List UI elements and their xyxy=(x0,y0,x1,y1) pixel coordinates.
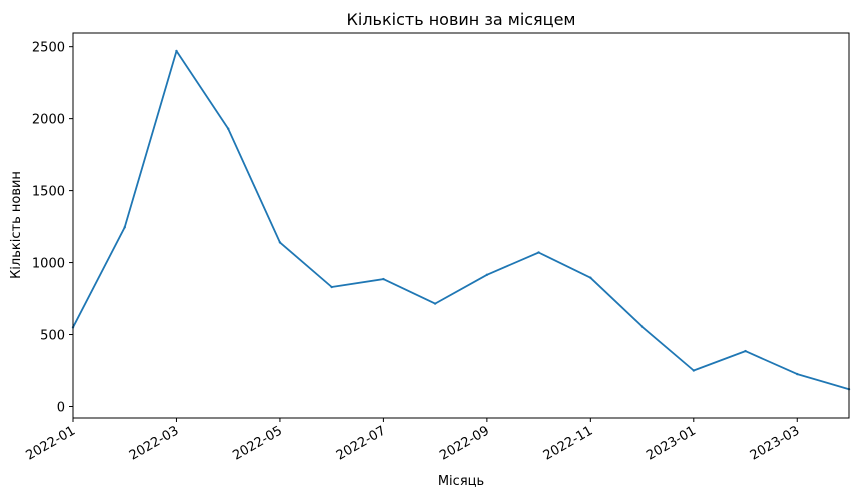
data-point xyxy=(330,285,333,289)
data-point xyxy=(692,369,695,372)
y-tick-label: 1000 xyxy=(32,257,65,272)
y-tick-label: 1500 xyxy=(32,185,65,200)
data-point xyxy=(537,251,540,254)
y-tick-label: 500 xyxy=(40,329,65,344)
x-axis-label: Місяць xyxy=(438,474,484,489)
data-point xyxy=(640,325,644,328)
data-point xyxy=(485,273,489,276)
data-point xyxy=(433,302,437,305)
series-lines xyxy=(71,49,851,391)
data-point xyxy=(744,349,747,353)
series-line xyxy=(72,50,850,391)
data-point xyxy=(123,226,126,229)
data-point xyxy=(278,241,282,244)
chart-title: Кількість новин за місяцем xyxy=(347,10,576,29)
data-point xyxy=(175,49,178,53)
y-axis-label: Кількість новин xyxy=(9,171,24,279)
y-tick-label: 2000 xyxy=(32,113,65,128)
data-point xyxy=(227,127,230,130)
data-point xyxy=(382,277,385,281)
plot-frame xyxy=(72,32,850,419)
data-point xyxy=(589,276,592,279)
y-axis-ticks: 0 500 1000 1500 2000 2500 xyxy=(32,41,73,415)
y-tick-label: 0 xyxy=(57,400,65,415)
y-tick-label: 2500 xyxy=(32,41,65,56)
data-point xyxy=(796,372,799,376)
